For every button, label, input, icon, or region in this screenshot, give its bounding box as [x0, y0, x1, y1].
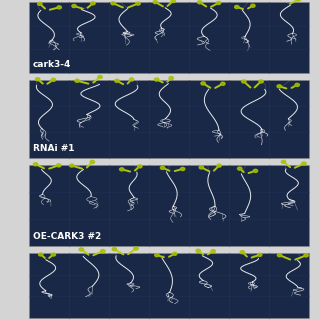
Polygon shape — [251, 4, 255, 7]
Polygon shape — [253, 169, 258, 172]
Polygon shape — [180, 167, 185, 171]
Polygon shape — [38, 2, 42, 5]
Polygon shape — [281, 160, 286, 164]
Polygon shape — [216, 1, 221, 4]
Polygon shape — [75, 79, 79, 82]
Polygon shape — [199, 166, 204, 169]
Polygon shape — [129, 78, 134, 81]
Polygon shape — [217, 164, 221, 167]
Polygon shape — [91, 2, 95, 5]
Polygon shape — [134, 247, 138, 250]
Polygon shape — [240, 251, 244, 254]
Polygon shape — [172, 252, 177, 255]
Bar — [29, 165, 309, 246]
Bar — [29, 2, 309, 73]
Polygon shape — [39, 253, 43, 256]
Text: cark3-4: cark3-4 — [33, 60, 71, 69]
Polygon shape — [302, 162, 306, 165]
Polygon shape — [197, 1, 202, 4]
Polygon shape — [242, 80, 246, 83]
Polygon shape — [277, 85, 282, 88]
Polygon shape — [235, 5, 239, 9]
Polygon shape — [296, 0, 300, 1]
Polygon shape — [57, 164, 61, 167]
Polygon shape — [221, 82, 225, 85]
Polygon shape — [70, 164, 74, 167]
Polygon shape — [153, 0, 157, 4]
Polygon shape — [237, 167, 242, 170]
Polygon shape — [259, 80, 263, 83]
Polygon shape — [90, 160, 95, 164]
Polygon shape — [33, 163, 38, 166]
Polygon shape — [115, 79, 119, 83]
Polygon shape — [138, 165, 142, 168]
Polygon shape — [79, 248, 84, 251]
Polygon shape — [169, 76, 173, 80]
Polygon shape — [155, 78, 159, 81]
Polygon shape — [211, 250, 215, 253]
Polygon shape — [51, 253, 56, 256]
Bar — [29, 80, 309, 158]
Polygon shape — [155, 253, 159, 257]
Polygon shape — [171, 0, 175, 3]
Polygon shape — [201, 82, 205, 85]
Polygon shape — [72, 4, 76, 8]
Polygon shape — [160, 166, 165, 170]
Polygon shape — [36, 78, 40, 81]
Text: RNAi #1: RNAi #1 — [33, 144, 74, 153]
Polygon shape — [120, 168, 124, 171]
Polygon shape — [111, 2, 116, 5]
Polygon shape — [98, 76, 102, 78]
Polygon shape — [304, 254, 308, 257]
Polygon shape — [277, 254, 282, 257]
Polygon shape — [112, 248, 116, 251]
Polygon shape — [101, 250, 105, 253]
Polygon shape — [258, 253, 262, 256]
Polygon shape — [51, 78, 56, 81]
Text: OE-CARK3 #2: OE-CARK3 #2 — [33, 232, 101, 241]
Polygon shape — [295, 83, 300, 86]
Bar — [29, 253, 309, 318]
Polygon shape — [57, 6, 61, 9]
Polygon shape — [196, 249, 200, 252]
Polygon shape — [136, 2, 140, 5]
